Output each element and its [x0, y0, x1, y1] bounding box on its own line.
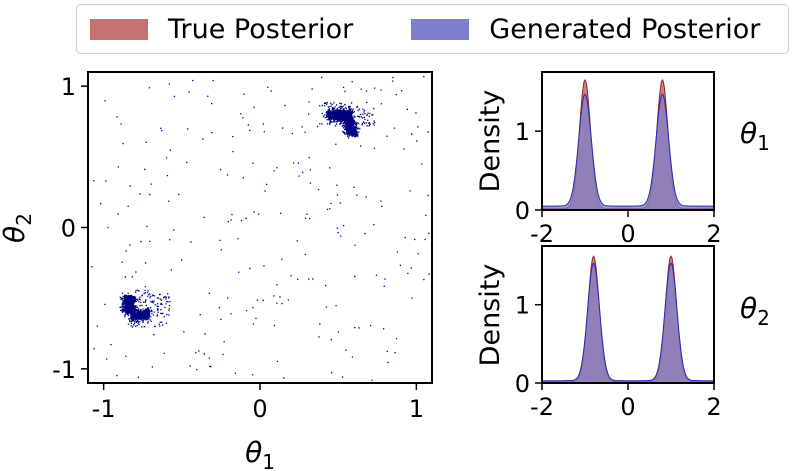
density1-curves — [542, 78, 714, 211]
density1-y-label: Density — [475, 90, 506, 193]
density2-x-ticks: -2 0 2 — [530, 383, 722, 421]
scatter-x-tick-label: -1 — [92, 395, 116, 423]
scatter-y-ticks: -1 0 1 — [52, 73, 88, 384]
density-y-tick-label: 0 — [515, 370, 530, 398]
scatter-plot-area — [88, 72, 432, 383]
density-x-tick-label: -2 — [530, 393, 554, 421]
scatter-y-label: θ2 — [0, 213, 36, 243]
density-area-generated — [542, 263, 714, 383]
scatter-x-label: θ1 — [245, 436, 275, 471]
scatter-x-ticks: -1 0 1 — [92, 383, 424, 423]
density1-side-label: θ1 — [740, 117, 770, 155]
density-x-tick-label: 2 — [706, 393, 721, 421]
density2-curves — [542, 255, 714, 383]
density1-x-ticks: -2 0 2 — [530, 210, 722, 248]
density-line-generated — [542, 262, 714, 382]
density-y-tick-label: 0 — [515, 197, 530, 225]
density-line-generated — [542, 93, 714, 207]
legend-label-true: True Posterior — [168, 13, 354, 45]
legend-label-generated: Generated Posterior — [489, 13, 761, 45]
density-x-tick-label: 0 — [620, 220, 635, 248]
legend-item-generated: Generated Posterior — [411, 14, 760, 45]
density-x-tick-label: 2 — [706, 220, 721, 248]
scatter-x-tick-label: 0 — [252, 395, 267, 423]
density-x-tick-label: -2 — [530, 220, 554, 248]
density-y-tick-label: 1 — [515, 118, 530, 146]
scatter-panel: -1 0 1 -1 0 1 θ1 θ2 — [0, 71, 433, 471]
scatter-x-tick-label: 1 — [409, 395, 424, 423]
legend-swatch-generated — [411, 18, 470, 40]
density-panel-theta1: -2 0 2 01 Density θ1 — [475, 71, 770, 248]
density2-y-ticks: 01 — [515, 292, 542, 398]
density-y-tick-label: 1 — [515, 292, 530, 320]
density-x-tick-label: 0 — [620, 393, 635, 421]
density-panel-theta2: -2 0 2 01 Density θ2 — [475, 245, 770, 421]
scatter-y-tick-label: 1 — [61, 73, 76, 101]
scatter-y-tick-label: 0 — [61, 215, 76, 243]
legend-swatch-true — [90, 18, 148, 40]
legend: True Posterior Generated Posterior — [76, 4, 789, 54]
legend-item-true: True Posterior — [90, 14, 353, 45]
scatter-y-tick-label: -1 — [52, 356, 76, 384]
density2-y-label: Density — [475, 264, 506, 367]
density1-plot-area — [542, 72, 714, 210]
density-area-generated — [542, 94, 714, 210]
density2-side-label: θ2 — [740, 292, 770, 330]
density1-y-ticks: 01 — [515, 118, 542, 225]
density2-plot-area — [542, 246, 714, 383]
